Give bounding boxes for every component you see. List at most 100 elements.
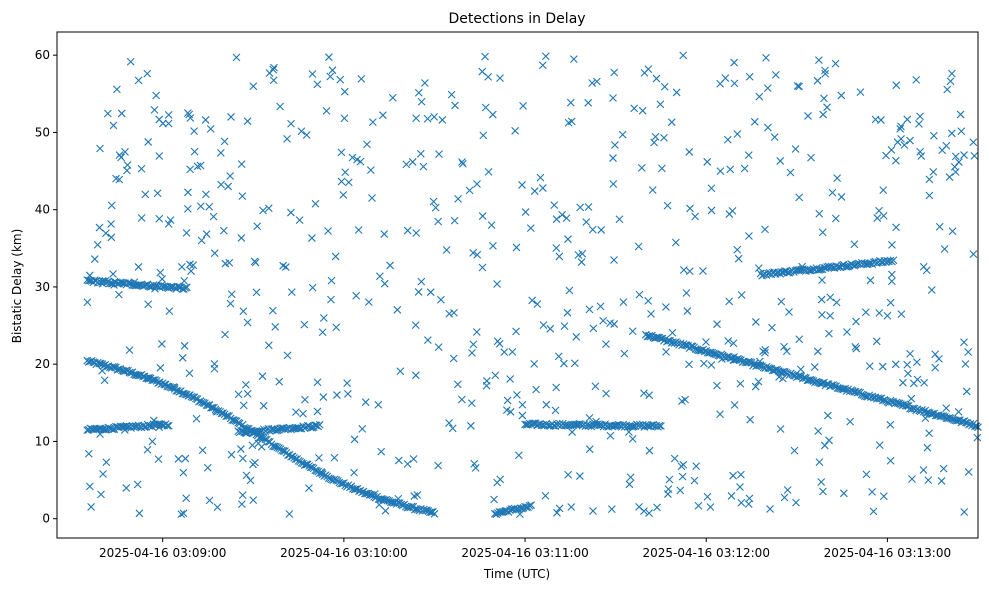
data-point-296: [181, 284, 190, 292]
data-point-997: [900, 141, 909, 149]
data-point-1443: [764, 123, 772, 132]
data-point-1484: [275, 377, 284, 386]
data-point-1428: [745, 494, 754, 503]
data-point-1253: [110, 281, 118, 289]
data-point-885: [935, 222, 944, 231]
data-point-1370: [962, 387, 971, 396]
data-point-1286: [403, 460, 412, 468]
data-point-940: [113, 85, 121, 94]
x-axis: 2025-04-16 03:09:00 2025-04-16 03:10:00 20…: [99, 538, 951, 560]
data-point-915: [269, 76, 278, 85]
data-point-1486: [589, 507, 597, 515]
data-point-1416: [568, 428, 577, 436]
data-point-8: [95, 359, 104, 368]
data-point-1146: [576, 203, 585, 212]
data-point-909: [679, 266, 688, 274]
data-point-1189: [409, 455, 418, 463]
data-point-246: [105, 279, 114, 288]
data-point-1474: [921, 414, 930, 423]
data-point-1314: [420, 79, 429, 87]
data-point-925: [887, 277, 896, 286]
data-point-1178: [179, 509, 188, 518]
data-point-13: [102, 362, 111, 371]
data-point-1051: [469, 249, 478, 257]
data-point-1201: [488, 110, 497, 119]
data-point-838: [903, 360, 912, 369]
data-point-297: [182, 283, 191, 292]
data-point-1444: [224, 182, 233, 191]
data-point-1381: [144, 300, 153, 309]
data-point-1142: [707, 184, 716, 193]
data-point-1222: [315, 453, 323, 462]
data-point-431: [525, 501, 534, 510]
data-points: [83, 51, 982, 519]
data-point-834: [846, 417, 855, 426]
data-point-1516: [759, 347, 767, 356]
data-point-1401: [875, 206, 883, 215]
data-point-1481: [538, 61, 547, 70]
data-point-1236: [815, 458, 824, 467]
y-tick-label-5: 50: [35, 125, 50, 139]
data-point-1517: [875, 441, 884, 449]
data-point-381: [276, 424, 285, 433]
data-point-1338: [826, 293, 835, 302]
data-point-941: [472, 328, 481, 336]
data-point-862: [287, 119, 295, 128]
y-axis: 0 10 20 30 40 50 60: [35, 48, 57, 526]
data-point-1147: [589, 324, 598, 333]
data-point-840: [771, 70, 780, 79]
data-point-1256: [733, 130, 742, 138]
data-point-870: [783, 486, 792, 494]
data-point-975: [239, 307, 248, 316]
data-point-1307: [606, 319, 615, 327]
data-point-901: [676, 486, 685, 495]
data-point-625: [794, 372, 803, 381]
data-point-1129: [513, 390, 521, 399]
data-point-1479: [135, 509, 144, 518]
data-point-914: [906, 349, 914, 358]
data-point-1162: [960, 508, 969, 516]
data-point-944: [143, 445, 152, 454]
data-point-92: [222, 412, 230, 421]
data-point-1217: [644, 296, 653, 305]
y-tick-label-6: 60: [35, 48, 50, 62]
data-point-1216: [232, 53, 241, 62]
data-point-1017: [625, 480, 634, 489]
data-point-959: [866, 276, 875, 285]
data-point-1302: [358, 424, 367, 433]
data-point-1472: [368, 194, 376, 202]
data-point-258: [124, 279, 132, 287]
data-point-886: [144, 138, 153, 146]
data-point-525: [643, 332, 652, 341]
data-point-1176: [268, 306, 277, 315]
data-point-938: [297, 127, 306, 136]
data-point-1257: [660, 82, 669, 91]
data-point-1376: [271, 322, 280, 331]
data-point-852: [628, 327, 637, 336]
data-point-1429: [219, 226, 228, 235]
data-point-1221: [677, 462, 686, 471]
data-point-1489: [495, 339, 504, 348]
data-point-1064: [566, 98, 575, 107]
data-point-927: [912, 358, 921, 367]
data-point-1050: [450, 308, 458, 317]
data-point-2: [86, 357, 95, 366]
data-point-1510: [354, 226, 363, 234]
data-point-1249: [896, 124, 905, 133]
data-point-1418: [318, 469, 326, 477]
data-point-1085: [640, 69, 649, 77]
data-point-1507: [496, 74, 504, 83]
data-point-1455: [318, 328, 327, 337]
data-point-1363: [539, 321, 548, 329]
data-point-1137: [493, 478, 502, 487]
data-point-1400: [630, 104, 639, 113]
data-point-1213: [670, 454, 679, 463]
data-point-1399: [465, 186, 474, 195]
data-point-375: [267, 425, 276, 433]
data-point-1069: [960, 338, 968, 347]
data-point-961: [238, 454, 247, 463]
data-point-1527: [249, 82, 258, 91]
data-point-1454: [130, 278, 139, 286]
data-point-903: [817, 295, 826, 304]
data-point-1465: [597, 226, 606, 234]
